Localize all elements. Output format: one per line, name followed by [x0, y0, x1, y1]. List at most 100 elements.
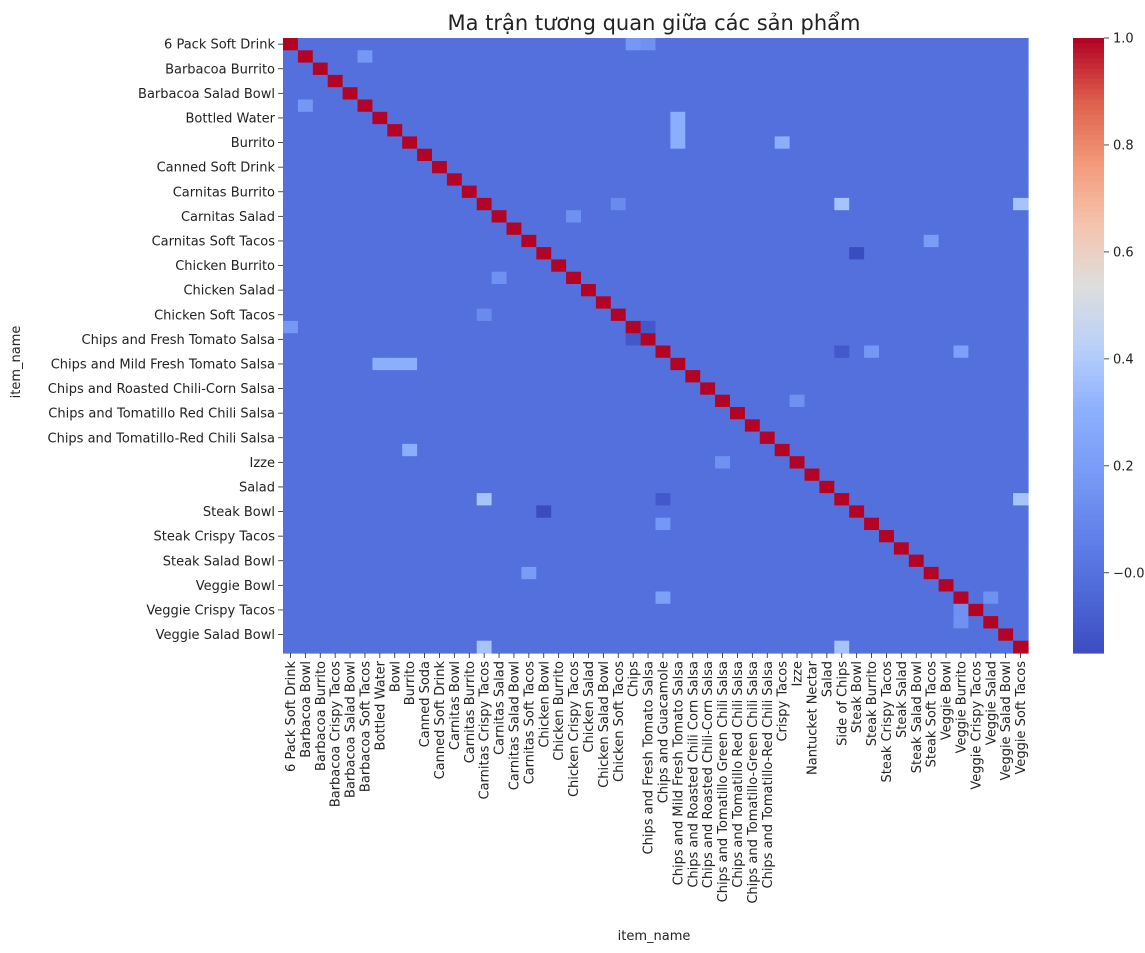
heatmap-cell — [819, 443, 835, 457]
heatmap-cell — [655, 493, 671, 506]
heatmap-cell — [610, 480, 627, 494]
heatmap-cell — [759, 517, 776, 531]
heatmap-cell — [506, 591, 522, 605]
heatmap-cell — [372, 296, 388, 310]
heatmap-cell — [804, 370, 820, 383]
heatmap-cell — [312, 148, 329, 162]
heatmap-cell — [476, 284, 493, 297]
heatmap-cell — [581, 148, 597, 162]
heatmap-cell — [789, 87, 806, 101]
heatmap-cell — [983, 50, 999, 64]
heatmap-cell — [864, 210, 880, 224]
heatmap-cell — [417, 148, 433, 162]
heatmap-cell — [879, 443, 895, 457]
heatmap-cell — [506, 407, 522, 420]
heatmap-cell — [804, 161, 820, 174]
heatmap-cell — [834, 591, 850, 605]
heatmap-cell — [283, 296, 299, 310]
heatmap-cell — [744, 333, 761, 347]
heatmap-cell — [685, 382, 701, 396]
heatmap-cell — [849, 148, 865, 162]
heatmap-cell — [953, 579, 969, 593]
heatmap-cell — [283, 320, 299, 334]
heatmap-cell — [938, 271, 955, 285]
heatmap-cell — [417, 493, 433, 506]
x-tick-label: Carnitas Salad Bowl — [507, 661, 522, 790]
heatmap-cell — [312, 271, 329, 285]
heatmap-cell — [446, 50, 463, 64]
heatmap-cell — [849, 320, 865, 334]
heatmap-cell — [625, 50, 642, 64]
heatmap-cell — [998, 517, 1014, 531]
x-tick-label: Chips and Roasted Chili-Corn Salsa — [701, 661, 716, 888]
heatmap-cell — [804, 530, 820, 543]
x-tick-label: Steak Soft Tacos — [925, 661, 940, 768]
heatmap-cell — [640, 579, 657, 593]
heatmap-cell — [834, 271, 850, 285]
heatmap-cell — [581, 173, 597, 187]
heatmap-cell — [566, 284, 582, 297]
heatmap-cell — [342, 271, 359, 285]
heatmap-cell — [581, 210, 597, 224]
heatmap-cell — [789, 210, 806, 224]
heatmap-cell — [476, 234, 493, 248]
heatmap-cell — [417, 517, 433, 531]
heatmap-cell — [446, 357, 463, 371]
heatmap-cell — [536, 431, 552, 445]
heatmap-cell — [342, 234, 359, 248]
heatmap-cell — [357, 296, 373, 310]
heatmap-cell — [700, 308, 716, 322]
heatmap-cell — [506, 74, 522, 88]
heatmap-cell — [700, 197, 716, 211]
heatmap-cell — [521, 136, 537, 150]
heatmap-cell — [730, 271, 746, 285]
heatmap-cell — [700, 148, 716, 162]
heatmap-cell — [342, 136, 359, 150]
heatmap-cell — [759, 296, 776, 310]
heatmap-cell — [491, 382, 508, 396]
heatmap-cell — [968, 222, 984, 236]
heatmap-cell — [983, 493, 999, 506]
heatmap-cell — [312, 517, 329, 531]
heatmap-cell — [804, 111, 820, 125]
heatmap-cell — [849, 480, 865, 494]
heatmap-cell — [759, 579, 776, 593]
heatmap-cell — [342, 74, 359, 88]
heatmap-cell — [700, 271, 716, 285]
colorbar-segment — [1073, 407, 1104, 413]
heatmap-cell — [998, 222, 1014, 236]
y-tick-label: Veggie Crispy Tacos — [146, 603, 275, 618]
heatmap-cell — [297, 394, 314, 408]
heatmap-cell — [864, 542, 880, 556]
heatmap-cell — [819, 357, 835, 371]
heatmap-cell — [327, 74, 344, 88]
heatmap-cell — [759, 271, 776, 285]
heatmap-cell — [640, 296, 657, 310]
colorbar-segment — [1073, 437, 1104, 444]
heatmap-cell — [879, 308, 895, 322]
heatmap-cell — [357, 148, 373, 162]
heatmap-cell — [744, 222, 761, 236]
heatmap-cell — [864, 136, 880, 150]
heatmap-cell — [610, 419, 627, 433]
heatmap-cell — [566, 148, 582, 162]
heatmap-cell — [283, 480, 299, 494]
heatmap-cell — [730, 566, 746, 580]
heatmap-cell — [610, 628, 627, 642]
heatmap-cell — [1013, 591, 1029, 605]
heatmap-cell — [357, 38, 373, 51]
heatmap-cell — [983, 320, 999, 334]
heatmap-cell — [685, 320, 701, 334]
heatmap-cell — [446, 591, 463, 605]
heatmap-cell — [446, 554, 463, 568]
heatmap-cell — [461, 185, 478, 199]
heatmap-cell — [372, 382, 388, 396]
heatmap-cell — [625, 308, 642, 322]
heatmap-cell — [774, 394, 791, 408]
heatmap-cell — [789, 431, 806, 445]
heatmap-cell — [938, 394, 955, 408]
heatmap-cell — [715, 370, 731, 383]
heatmap-cell — [789, 579, 806, 593]
heatmap-cell — [581, 124, 597, 137]
heatmap-cell — [461, 505, 478, 519]
